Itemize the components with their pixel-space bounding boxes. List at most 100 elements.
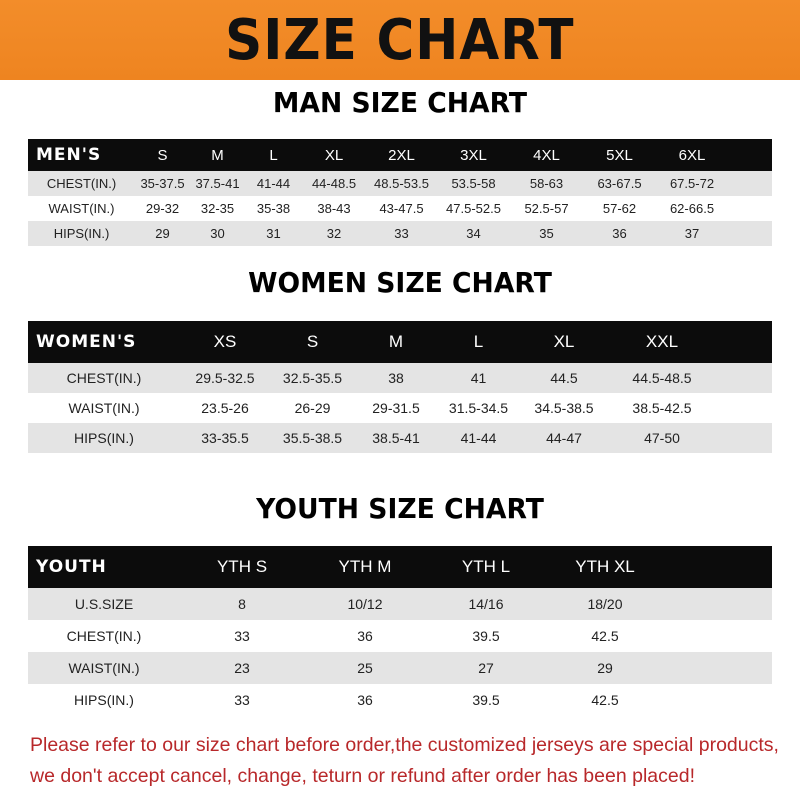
table-cell: 42.5 xyxy=(591,692,619,708)
table-cell: 29-31.5 xyxy=(372,400,420,416)
size-header: XXL xyxy=(645,332,679,351)
row-label: HIPS(IN.) xyxy=(53,226,110,241)
table-header-row: WOMEN'S XS S M L XL XXL xyxy=(28,321,772,363)
table-cell: 32 xyxy=(326,226,342,241)
table-cell: 38-43 xyxy=(317,201,351,216)
table-cell: 52.5-57 xyxy=(524,201,569,216)
table-row: CHEST(IN.) 29.5-32.5 32.5-35.5 38 41 44.5 44.5… xyxy=(28,363,772,393)
size-header: 6XL xyxy=(678,146,706,164)
size-header: M xyxy=(211,146,224,164)
table-title-cell: YOUTH xyxy=(36,557,107,577)
table-cell: 42.5 xyxy=(591,628,619,644)
table-row: U.S.SIZE 8 10/12 14/16 18/20 xyxy=(28,588,772,620)
table-cell: 29 xyxy=(155,226,170,241)
table-cell: 34.5-38.5 xyxy=(534,400,594,416)
table-row: HIPS(IN.) 33-35.5 35.5-38.5 38.5-41 41-44 44-… xyxy=(28,423,772,453)
table-cell: 44-48.5 xyxy=(311,176,357,191)
table-cell: 33 xyxy=(234,692,250,708)
table-title-cell: MEN'S xyxy=(36,145,102,165)
size-header: YTH L xyxy=(461,557,511,576)
table-row: HIPS(IN.) 29 30 31 32 33 34 35 36 37 xyxy=(28,221,772,246)
table-cell: 25 xyxy=(357,660,373,676)
row-label: CHEST(IN.) xyxy=(66,370,142,386)
table-cell: 58-63 xyxy=(529,176,564,191)
table-cell: 36 xyxy=(612,226,627,241)
size-header: XL xyxy=(324,146,344,164)
table-cell: 32.5-35.5 xyxy=(282,370,343,386)
table-cell: 44.5 xyxy=(550,370,578,386)
youth-section-title: YOUTH SIZE CHART xyxy=(256,492,544,525)
table-header-row: MEN'S S M L XL 2XL 3XL 4XL 5XL 6XL xyxy=(28,139,772,171)
table-cell: 48.5-53.5 xyxy=(374,176,429,191)
table-cell: 38 xyxy=(388,370,404,386)
size-header: YTH M xyxy=(338,557,392,576)
table-cell: 31 xyxy=(266,226,281,241)
disclaimer-note: Please refer to our size chart before or… xyxy=(30,730,790,792)
title-banner: SIZE CHART xyxy=(0,0,800,80)
size-header: S xyxy=(157,146,168,164)
size-header: 2XL xyxy=(388,146,415,164)
table-cell: 27 xyxy=(478,660,494,676)
table-cell: 14/16 xyxy=(468,596,504,612)
row-label: CHEST(IN.) xyxy=(46,176,117,191)
size-header: XL xyxy=(553,332,575,351)
table-cell: 44.5-48.5 xyxy=(632,370,692,386)
table-cell: 29.5-32.5 xyxy=(195,370,255,386)
row-label: WAIST(IN.) xyxy=(68,660,140,676)
size-header: 3XL xyxy=(460,146,487,164)
youth-size-table: YOUTH YTH S YTH M YTH L YTH XL U.S.SIZE 8 10/12… xyxy=(28,546,772,716)
table-cell: 63-67.5 xyxy=(597,176,642,191)
table-cell: 38.5-42.5 xyxy=(632,400,692,416)
table-cell: 32-35 xyxy=(200,201,235,216)
row-label: U.S.SIZE xyxy=(74,596,134,612)
table-cell: 39.5 xyxy=(472,628,500,644)
table-row: CHEST(IN.) 33 36 39.5 42.5 xyxy=(28,620,772,652)
table-cell: 23 xyxy=(234,660,250,676)
disclaimer-line-2: we don't accept cancel, change, teturn o… xyxy=(30,765,695,787)
table-cell: 47-50 xyxy=(644,430,680,446)
table-row: WAIST(IN.) 23.5-26 26-29 29-31.5 31.5-34.5 34… xyxy=(28,393,772,423)
table-cell: 30 xyxy=(210,226,225,241)
table-cell: 43-47.5 xyxy=(379,201,424,216)
table-cell: 8 xyxy=(238,596,246,612)
size-header: L xyxy=(473,332,484,351)
table-cell: 23.5-26 xyxy=(201,400,249,416)
row-label: WAIST(IN.) xyxy=(68,400,140,416)
size-header: 5XL xyxy=(606,146,633,164)
table-cell: 41 xyxy=(470,370,487,386)
table-cell: 67.5-72 xyxy=(669,176,715,191)
table-cell: 29-32 xyxy=(145,201,180,216)
table-cell: 36 xyxy=(357,692,373,708)
table-cell: 44-47 xyxy=(546,430,582,446)
table-cell: 26-29 xyxy=(294,400,331,416)
table-cell: 37 xyxy=(684,226,700,241)
table-cell: 62-66.5 xyxy=(669,201,715,216)
table-row: HIPS(IN.) 33 36 39.5 42.5 xyxy=(28,684,772,716)
table-cell: 35.5-38.5 xyxy=(282,430,343,446)
table-cell: 34 xyxy=(466,226,481,241)
table-cell: 53.5-58 xyxy=(451,176,496,191)
table-cell: 57-62 xyxy=(602,201,637,216)
women-section-title: WOMEN SIZE CHART xyxy=(248,266,552,299)
table-cell: 47.5-52.5 xyxy=(446,201,501,216)
table-cell: 33 xyxy=(394,226,409,241)
size-header: S xyxy=(306,332,319,351)
row-label: HIPS(IN.) xyxy=(74,430,134,446)
size-header: YTH XL xyxy=(575,557,635,576)
row-label: HIPS(IN.) xyxy=(74,692,134,708)
table-cell: 38.5-41 xyxy=(372,430,420,446)
table-cell: 18/20 xyxy=(587,596,623,612)
table-cell: 37.5-41 xyxy=(195,176,240,191)
row-label: WAIST(IN.) xyxy=(48,201,115,216)
size-header: L xyxy=(269,146,278,164)
table-cell: 10/12 xyxy=(347,596,383,612)
table-cell: 35 xyxy=(539,226,554,241)
row-label: CHEST(IN.) xyxy=(66,628,142,644)
table-row: WAIST(IN.) 23 25 27 29 xyxy=(28,652,772,684)
table-cell: 35-37.5 xyxy=(140,176,185,191)
table-row: WAIST(IN.) 29-32 32-35 35-38 38-43 43-47.5 47.… xyxy=(28,196,772,221)
size-header: XS xyxy=(213,332,237,351)
table-row: CHEST(IN.) 35-37.5 37.5-41 41-44 44-48.5 48.5… xyxy=(28,171,772,196)
men-section-title: MAN SIZE CHART xyxy=(272,86,528,119)
table-cell: 29 xyxy=(597,660,613,676)
